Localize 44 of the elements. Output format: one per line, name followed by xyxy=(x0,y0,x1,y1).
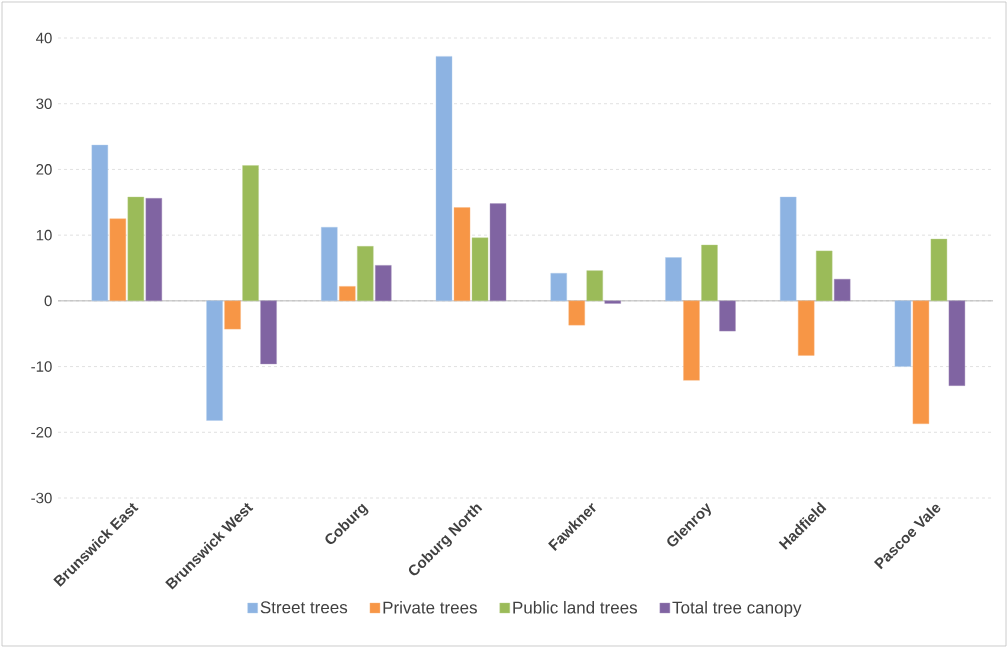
bar xyxy=(701,244,718,302)
bar xyxy=(948,300,966,386)
y-tick-label: 10 xyxy=(36,229,52,241)
bar xyxy=(894,300,912,367)
bar xyxy=(930,238,948,302)
bar xyxy=(435,56,453,302)
y-tick-label: 30 xyxy=(36,98,52,110)
bar xyxy=(339,286,356,302)
bar xyxy=(321,227,338,302)
bar xyxy=(797,300,815,356)
bar xyxy=(550,273,567,302)
bar xyxy=(242,165,259,302)
legend-label: Public land trees xyxy=(513,601,638,614)
y-tick-label: 0 xyxy=(44,295,52,307)
bar xyxy=(489,203,507,302)
y-tick-label: 20 xyxy=(36,164,52,175)
bar xyxy=(604,300,621,304)
bar xyxy=(586,270,603,302)
bar xyxy=(816,250,833,302)
y-tick-label: 40 xyxy=(35,32,52,44)
bar xyxy=(91,144,109,302)
legend-label: Private trees xyxy=(383,601,477,614)
y-tick-label: -20 xyxy=(31,426,52,438)
bar xyxy=(109,218,127,302)
y-tick-label: -30 xyxy=(31,492,52,504)
y-tick-label: -10 xyxy=(31,361,52,372)
bar xyxy=(568,300,585,326)
bar xyxy=(357,246,374,302)
legend-label: Street trees xyxy=(260,601,348,614)
bar xyxy=(260,300,277,365)
bar xyxy=(665,257,682,302)
bar xyxy=(912,300,930,424)
bar xyxy=(834,278,851,302)
bar xyxy=(127,196,145,302)
bar xyxy=(683,300,700,381)
bar xyxy=(375,265,392,302)
bar xyxy=(145,198,163,302)
bar xyxy=(206,300,223,421)
bar xyxy=(453,207,471,302)
legend-label: Total tree canopy xyxy=(672,601,802,617)
bar xyxy=(471,237,489,302)
bar xyxy=(779,196,797,302)
bar xyxy=(719,300,736,332)
bar xyxy=(224,300,241,330)
